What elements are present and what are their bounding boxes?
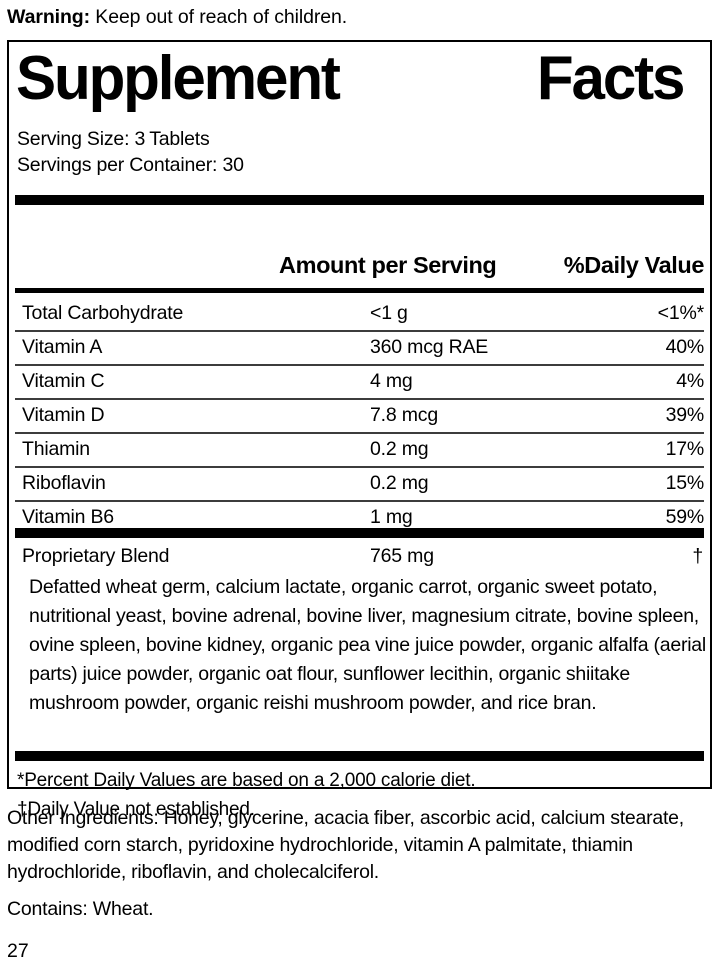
blend-ingredient-list: Defatted wheat germ, calcium lactate, or… [29, 576, 706, 714]
nutrient-name: Vitamin A [22, 336, 103, 358]
warning-text: Keep out of reach of children. [89, 6, 348, 28]
nutrient-amount: <1 g [370, 302, 408, 324]
nutrient-daily-value: 4% [676, 370, 704, 392]
column-header-daily-value: %Daily Value [563, 252, 705, 278]
footnotes: *Percent Daily Values are based on a 2,0… [17, 766, 476, 824]
warning-label: Warning: [7, 6, 90, 28]
title-word-supplement: Supplement [16, 44, 341, 113]
nutrient-daily-value: 15% [665, 472, 705, 494]
nutrient-name: Thiamin [22, 438, 90, 460]
nutrient-name: Vitamin C [22, 370, 105, 392]
table-row: Riboflavin 0.2 mg 15% [15, 466, 704, 500]
table-row: Vitamin B6 1 mg 59% [15, 500, 704, 534]
table-row: Vitamin D 7.8 mcg 39% [15, 398, 704, 432]
other-ingredients-statement: Other Ingredients: Honey, glycerine, aca… [7, 807, 684, 883]
table-row: Total Carbohydrate <1 g <1%* [15, 298, 704, 330]
page-number: 27 [7, 940, 29, 962]
divider-above-footnotes [15, 751, 704, 761]
nutrient-daily-value: 59% [665, 506, 705, 528]
allergen-contains-statement: Contains: Wheat. [7, 898, 154, 920]
nutrient-name: Vitamin D [22, 404, 105, 426]
divider-thick-top [15, 195, 704, 205]
blend-name: Proprietary Blend [22, 545, 170, 567]
footnote-percent-daily-value: *Percent Daily Values are based on a 2,0… [17, 770, 476, 791]
column-header-amount: Amount per Serving [279, 252, 497, 278]
page-title: Supplement Facts [16, 44, 685, 114]
servings-per-container-line: Servings per Container: 30 [17, 154, 244, 176]
title-word-facts: Facts [536, 44, 686, 113]
blend-amount: 765 mg [370, 545, 434, 567]
nutrient-daily-value: 17% [665, 438, 705, 460]
nutrient-amount: 0.2 mg [370, 438, 429, 460]
serving-information: Serving Size: 3 Tablets Servings per Con… [17, 126, 244, 178]
nutrient-daily-value: 39% [665, 404, 705, 426]
nutrient-amount: 1 mg [370, 506, 413, 528]
nutrient-name: Total Carbohydrate [22, 302, 184, 324]
divider-above-blend [15, 528, 704, 538]
nutrient-amount: 360 mcg RAE [370, 336, 489, 358]
serving-size-value: Serving Size: 3 [17, 128, 146, 150]
nutrient-table: Total Carbohydrate <1 g <1%* Vitamin A 3… [15, 298, 704, 534]
nutrient-name: Riboflavin [22, 472, 106, 494]
divider-under-headers [15, 288, 704, 293]
nutrient-amount: 0.2 mg [370, 472, 429, 494]
serving-size-unit: Tablets [149, 128, 210, 150]
proprietary-blend-row: Proprietary Blend 765 mg † [15, 542, 704, 572]
nutrient-amount: 4 mg [370, 370, 413, 392]
table-row: Vitamin A 360 mcg RAE 40% [15, 330, 704, 364]
warning-statement: Warning: Keep out of reach of children. [7, 5, 347, 29]
table-row: Vitamin C 4 mg 4% [15, 364, 704, 398]
serving-size-line: Serving Size: 3 Tablets [17, 126, 244, 152]
supplement-facts-panel: Supplement Facts Serving Size: 3 Tablets… [7, 40, 712, 820]
nutrient-daily-value: <1%* [657, 302, 705, 324]
blend-daily-value-dagger: † [692, 545, 703, 567]
nutrient-name: Vitamin B6 [22, 506, 114, 528]
table-column-headers: Amount per Serving %Daily Value [15, 250, 704, 282]
nutrient-daily-value: 40% [665, 336, 705, 358]
footnote-daily-value-not-established: †Daily Value not established. [17, 799, 255, 820]
table-row: Thiamin 0.2 mg 17% [15, 432, 704, 466]
nutrient-amount: 7.8 mcg [370, 404, 438, 426]
